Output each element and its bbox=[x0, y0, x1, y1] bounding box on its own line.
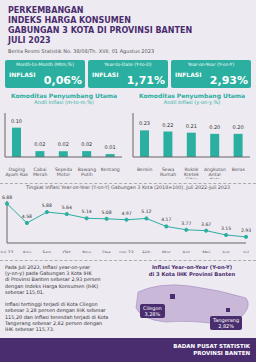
html-text:Inflasi Year-on-Year (Y-on-Y): Inflasi Year-on-Year (Y-on-Y) di 3 Kota … bbox=[148, 264, 236, 277]
svg-text:0.20: 0.20 bbox=[209, 124, 220, 130]
html-text:Cilegon 3,28%: Cilegon 3,28% bbox=[143, 305, 162, 317]
svg-text:0.22: 0.22 bbox=[162, 122, 173, 128]
svg-text:SepedaMotor: SepedaMotor bbox=[55, 167, 72, 177]
html-text:INFLASI: INFLASI bbox=[92, 71, 119, 78]
svg-text:0.21: 0.21 bbox=[186, 123, 197, 129]
svg-text:4.58: 4.58 bbox=[22, 214, 32, 219]
svg-text:Feb: Feb bbox=[142, 250, 150, 253]
svg-text:3.15: 3.15 bbox=[221, 226, 231, 231]
svg-text:Jun: Jun bbox=[221, 250, 229, 253]
svg-text:Sep: Sep bbox=[42, 250, 51, 253]
svg-text:0.23: 0.23 bbox=[139, 120, 150, 126]
svg-text:0.02: 0.02 bbox=[81, 141, 92, 147]
html-text:Month-to-Month (Mtm,%): Month-to-Month (Mtm,%) bbox=[16, 62, 74, 67]
svg-text:0.10: 0.10 bbox=[11, 118, 22, 124]
html-text:Pada Juli 2023, Inflasi year-o: Pada Juli 2023, Inflasi year-on-year (y-… bbox=[5, 264, 109, 332]
svg-text:5.88: 5.88 bbox=[42, 203, 52, 208]
svg-text:BawangPutih: BawangPutih bbox=[78, 167, 96, 177]
svg-text:5.14: 5.14 bbox=[82, 209, 92, 214]
svg-text:Okt: Okt bbox=[63, 250, 71, 253]
html-text:Tingkat Inflasi Year-on-Year (: Tingkat Inflasi Year-on-Year (Y-on-Y) Ga… bbox=[26, 185, 230, 190]
html-text:1,71%: 1,71% bbox=[126, 74, 165, 87]
svg-text:Jul: Jul bbox=[242, 250, 248, 253]
svg-text:DagingAyam Ras: DagingAyam Ras bbox=[8, 167, 29, 177]
html-text:Tangerang 2,82%: Tangerang 2,82% bbox=[213, 317, 240, 329]
svg-text:6.88: 6.88 bbox=[8, 195, 12, 200]
svg-text:0.20: 0.20 bbox=[233, 124, 244, 130]
svg-text:5.64: 5.64 bbox=[62, 205, 72, 210]
html-text:Komoditas Penyumbang Utama: Komoditas Penyumbang Utama bbox=[10, 92, 118, 99]
html-text:BADAN PUSAT STATISTIK PROVINSI: BADAN PUSAT STATISTIK PROVINSI BANTEN bbox=[173, 343, 250, 356]
svg-text:4.97: 4.97 bbox=[121, 211, 131, 216]
svg-text:SewaRumah: SewaRumah bbox=[160, 167, 176, 177]
svg-text:0.02: 0.02 bbox=[34, 141, 45, 147]
svg-text:RokokKretekFilter: RokokKretekFilter bbox=[184, 167, 199, 179]
svg-text:Jul 22: Jul 22 bbox=[8, 250, 13, 253]
html-text:Andil Inflasi (y-on-y,%): Andil Inflasi (y-on-y,%) bbox=[163, 99, 221, 105]
html-text:Berita Resmi Statistik No. 38/: Berita Resmi Statistik No. 38/08/Th. XVI… bbox=[8, 48, 155, 54]
html-text:PERKEMBANGAN INDEKS HARGA KONS: PERKEMBANGAN INDEKS HARGA KONSUMEN GABUN… bbox=[8, 6, 193, 45]
html-text:Andil Inflasi (m-to-m,%): Andil Inflasi (m-to-m,%) bbox=[34, 99, 94, 105]
svg-text:5.08: 5.08 bbox=[101, 210, 111, 215]
html-text:2,93%: 2,93% bbox=[209, 74, 248, 87]
svg-text:5.12: 5.12 bbox=[141, 209, 151, 214]
html-text:INFLASI: INFLASI bbox=[175, 71, 202, 78]
svg-text:CabaiMerah: CabaiMerah bbox=[33, 167, 47, 177]
svg-text:Bensin: Bensin bbox=[137, 167, 153, 172]
html-text:INFLASI: INFLASI bbox=[9, 71, 36, 78]
svg-text:4.17: 4.17 bbox=[161, 217, 171, 222]
svg-text:Apr: Apr bbox=[182, 250, 190, 253]
svg-text:Jan 23: Jan 23 bbox=[118, 250, 133, 253]
svg-text:Kentang: Kentang bbox=[101, 167, 120, 172]
html-text:Komoditas Penyumbang Utama: Komoditas Penyumbang Utama bbox=[138, 92, 246, 99]
html-text:Year-on-Year (Y-on-Y): Year-on-Year (Y-on-Y) bbox=[187, 62, 235, 67]
html-text:0,06%: 0,06% bbox=[43, 74, 82, 87]
svg-text:Nov: Nov bbox=[82, 250, 91, 253]
svg-text:Beras: Beras bbox=[232, 167, 246, 172]
svg-text:3.67: 3.67 bbox=[201, 222, 211, 227]
svg-text:AngkutanAntarKota: AngkutanAntarKota bbox=[204, 167, 226, 179]
html-text:Year-to-Date (Y-to-D): Year-to-Date (Y-to-D) bbox=[104, 62, 152, 67]
svg-text:Agu: Agu bbox=[22, 250, 31, 253]
svg-text:Mei: Mei bbox=[202, 250, 210, 253]
svg-text:2.93: 2.93 bbox=[241, 228, 248, 233]
svg-text:Mar: Mar bbox=[162, 250, 171, 253]
svg-text:3.77: 3.77 bbox=[181, 221, 191, 226]
svg-text:0.01: 0.01 bbox=[105, 144, 116, 150]
svg-text:Des: Des bbox=[102, 250, 111, 253]
svg-text:0.02: 0.02 bbox=[58, 141, 69, 147]
